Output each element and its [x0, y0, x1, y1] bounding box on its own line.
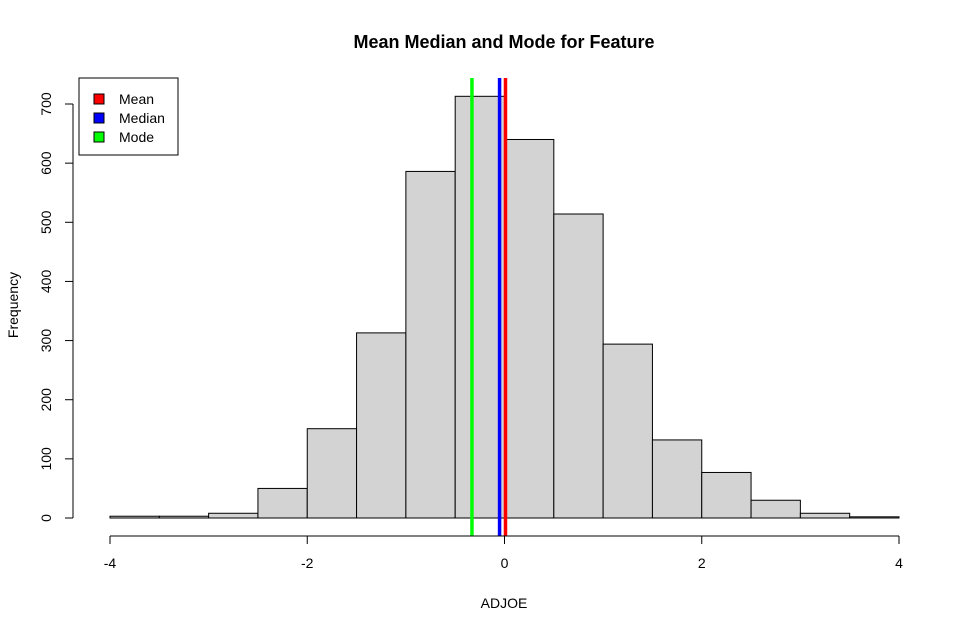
legend-swatch: [93, 93, 105, 105]
y-tick-label: 400: [38, 270, 54, 294]
histogram-bars: [109, 95, 900, 519]
y-tick-label: 300: [38, 329, 54, 353]
histogram-bar: [602, 343, 653, 519]
histogram-bar: [356, 332, 407, 519]
histogram-bar: [109, 515, 160, 519]
y-axis-label: Frequency: [5, 272, 21, 338]
histogram-bar: [405, 170, 456, 519]
x-tick-label: -2: [301, 555, 314, 571]
legend-label: Mean: [119, 91, 154, 107]
y-tick-label: 200: [38, 388, 54, 412]
x-tick-label: 4: [895, 555, 903, 571]
x-axis-label: ADJOE: [481, 595, 528, 611]
legend-label: Median: [119, 110, 165, 126]
histogram-bar: [849, 516, 900, 519]
histogram-bar: [306, 428, 358, 519]
histogram-bar: [504, 138, 555, 519]
x-tick-label: -4: [104, 555, 117, 571]
y-tick-label: 500: [38, 210, 54, 234]
x-tick-label: 2: [698, 555, 706, 571]
histogram-bar: [454, 95, 505, 519]
chart-title: Mean Median and Mode for Feature: [353, 32, 654, 52]
histogram-bar: [799, 512, 851, 519]
histogram-bar: [257, 487, 308, 519]
y-tick-label: 700: [38, 92, 54, 116]
y-tick-label: 0: [38, 514, 54, 522]
statistic-lines: [470, 78, 508, 536]
y-axis: 0 100 200 300 400 500 600 700: [38, 92, 74, 522]
histogram-bar: [651, 439, 703, 519]
y-tick-label: 100: [38, 447, 54, 471]
histogram-bar: [208, 512, 259, 519]
histogram-bar: [553, 213, 604, 519]
y-tick-label: 600: [38, 151, 54, 175]
histogram-bar: [158, 515, 210, 519]
legend-swatch: [93, 131, 105, 143]
x-tick-label: 0: [501, 555, 509, 571]
histogram-bar: [701, 471, 752, 519]
legend: Mean Median Mode: [78, 77, 179, 156]
x-axis: -4 -2 0 2 4: [104, 535, 903, 571]
histogram-bar: [750, 499, 801, 519]
legend-swatch: [93, 112, 105, 124]
legend-label: Mode: [119, 129, 154, 145]
